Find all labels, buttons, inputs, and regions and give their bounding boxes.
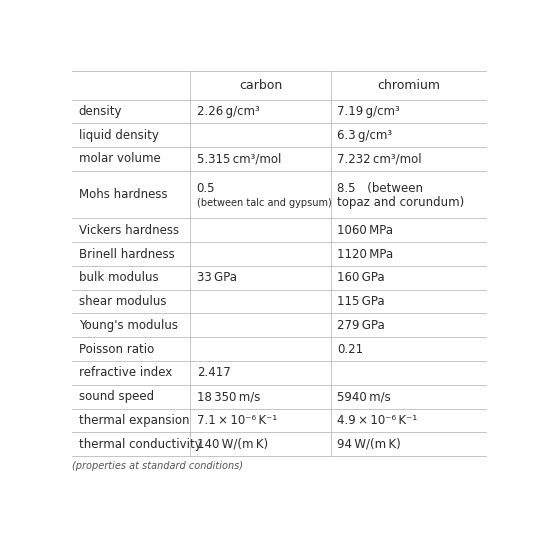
Text: (properties at standard conditions): (properties at standard conditions) — [72, 461, 244, 471]
Text: 0.21: 0.21 — [337, 343, 364, 356]
Text: 2.26 g/cm³: 2.26 g/cm³ — [197, 105, 259, 118]
Text: shear modulus: shear modulus — [78, 295, 166, 308]
Text: 5.315 cm³/mol: 5.315 cm³/mol — [197, 153, 281, 166]
Text: Young's modulus: Young's modulus — [78, 319, 178, 332]
Text: Poisson ratio: Poisson ratio — [78, 343, 154, 356]
Text: Mohs hardness: Mohs hardness — [78, 188, 167, 201]
Text: 33 GPa: 33 GPa — [197, 272, 237, 285]
Text: 160 GPa: 160 GPa — [337, 272, 385, 285]
Text: 1120 MPa: 1120 MPa — [337, 248, 393, 261]
Text: 6.3 g/cm³: 6.3 g/cm³ — [337, 129, 392, 142]
Text: 2.417: 2.417 — [197, 367, 231, 380]
Text: 279 GPa: 279 GPa — [337, 319, 385, 332]
Text: 0.5: 0.5 — [197, 182, 215, 195]
Text: (between talc and gypsum): (between talc and gypsum) — [197, 198, 331, 208]
Text: density: density — [78, 105, 122, 118]
Text: molar volume: molar volume — [78, 153, 160, 166]
Text: liquid density: liquid density — [78, 129, 159, 142]
Text: 18 350 m/s: 18 350 m/s — [197, 390, 260, 403]
Text: 140 W/(m K): 140 W/(m K) — [197, 438, 268, 451]
Text: 7.1 × 10⁻⁶ K⁻¹: 7.1 × 10⁻⁶ K⁻¹ — [197, 414, 277, 427]
Text: 8.5  (between: 8.5 (between — [337, 182, 423, 195]
Text: 4.9 × 10⁻⁶ K⁻¹: 4.9 × 10⁻⁶ K⁻¹ — [337, 414, 417, 427]
Text: Vickers hardness: Vickers hardness — [78, 224, 179, 237]
Text: thermal expansion: thermal expansion — [78, 414, 189, 427]
Text: carbon: carbon — [239, 79, 282, 92]
Text: 7.232 cm³/mol: 7.232 cm³/mol — [337, 153, 422, 166]
Text: refractive index: refractive index — [78, 367, 172, 380]
Text: 115 GPa: 115 GPa — [337, 295, 385, 308]
Text: chromium: chromium — [377, 79, 440, 92]
Text: 7.19 g/cm³: 7.19 g/cm³ — [337, 105, 400, 118]
Text: bulk modulus: bulk modulus — [78, 272, 158, 285]
Text: 5940 m/s: 5940 m/s — [337, 390, 391, 403]
Text: thermal conductivity: thermal conductivity — [78, 438, 202, 451]
Text: topaz and corundum): topaz and corundum) — [337, 197, 465, 210]
Text: 1060 MPa: 1060 MPa — [337, 224, 393, 237]
Text: sound speed: sound speed — [78, 390, 154, 403]
Text: Brinell hardness: Brinell hardness — [78, 248, 174, 261]
Text: 94 W/(m K): 94 W/(m K) — [337, 438, 401, 451]
